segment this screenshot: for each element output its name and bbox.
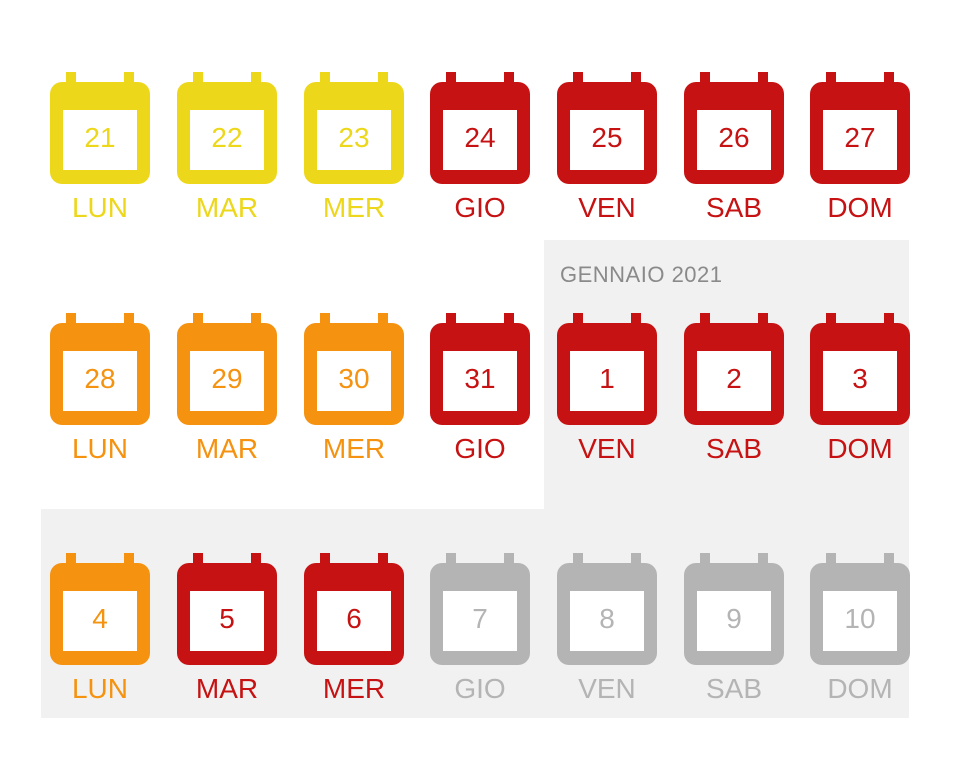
- calendar-icon: [430, 313, 530, 425]
- calendar-day: 8 VEN: [557, 553, 657, 704]
- day-number: 5: [219, 603, 235, 634]
- weekday-label: MAR: [195, 433, 259, 464]
- day-number: 27: [844, 122, 876, 153]
- calendar-day: 7 GIO: [430, 553, 530, 704]
- calendar-day: 21 LUN: [50, 72, 150, 223]
- weekday-label: DOM: [827, 192, 893, 223]
- calendar-icon: [557, 313, 657, 425]
- calendar-day: 5 MAR: [177, 553, 277, 704]
- calendar-icon: [810, 313, 910, 425]
- calendar-icon: [50, 313, 150, 425]
- calendar-day: 22 MAR: [177, 72, 277, 223]
- weekday-label: LUN: [71, 433, 128, 464]
- calendar-day: 23 MER: [304, 72, 404, 223]
- calendar-day: 10 DOM: [810, 553, 910, 704]
- weekday-label: LUN: [71, 192, 128, 223]
- day-number: 29: [211, 363, 243, 394]
- weekday-label: MAR: [195, 673, 259, 704]
- calendar-day: 3 DOM: [810, 313, 910, 464]
- day-number: 7: [472, 603, 488, 634]
- calendar-day: 27 DOM: [810, 72, 910, 223]
- calendar-day: 28 LUN: [50, 313, 150, 464]
- month-label: GENNAIO 2021: [560, 262, 723, 287]
- day-number: 26: [718, 122, 750, 153]
- calendar-day: 26 SAB: [684, 72, 784, 223]
- day-number: 24: [464, 122, 496, 153]
- calendar-day: 4 LUN: [50, 553, 150, 704]
- calendar-day: 25 VEN: [557, 72, 657, 223]
- calendar-icon: [430, 72, 530, 184]
- weekday-label: GIO: [454, 433, 506, 464]
- day-number: 6: [346, 603, 362, 634]
- calendar-day: 31 GIO: [430, 313, 530, 464]
- calendar-icon: [684, 72, 784, 184]
- weekday-label: DOM: [827, 433, 893, 464]
- weekday-label: MER: [322, 433, 386, 464]
- day-number: 21: [84, 122, 116, 153]
- day-number: 31: [464, 363, 496, 394]
- weekday-label: MAR: [195, 192, 259, 223]
- calendar-icon: [177, 313, 277, 425]
- weekday-label: GIO: [454, 192, 506, 223]
- day-number: 4: [92, 603, 108, 634]
- calendar-icon: [177, 553, 277, 665]
- weekday-label: VEN: [578, 433, 636, 464]
- calendar-icon: [684, 553, 784, 665]
- calendar-day: 30 MER: [304, 313, 404, 464]
- weekday-label: VEN: [578, 192, 636, 223]
- weekday-label: MER: [322, 192, 386, 223]
- weekday-label: GIO: [454, 673, 506, 704]
- day-number: 28: [84, 363, 116, 394]
- calendar-day: 9 SAB: [684, 553, 784, 704]
- weekday-label: SAB: [705, 673, 763, 704]
- calendar-icon: [557, 553, 657, 665]
- day-number: 2: [726, 363, 742, 394]
- calendar-icon: [810, 72, 910, 184]
- weekday-label: VEN: [578, 673, 636, 704]
- day-number: 10: [844, 603, 876, 634]
- calendar-icon: [684, 313, 784, 425]
- day-number: 8: [599, 603, 615, 634]
- calendar-day: 24 GIO: [430, 72, 530, 223]
- weekday-label: MER: [322, 673, 386, 704]
- weekday-label: LUN: [71, 673, 128, 704]
- calendar-icon: [177, 72, 277, 184]
- weekday-label: SAB: [705, 192, 763, 223]
- weekday-label: DOM: [827, 673, 893, 704]
- day-number: 3: [852, 363, 868, 394]
- weekday-label: SAB: [705, 433, 763, 464]
- day-number: 30: [338, 363, 370, 394]
- calendar-icon: [304, 313, 404, 425]
- calendar-icon: [50, 553, 150, 665]
- calendar-icon: [50, 72, 150, 184]
- calendar-icon: [304, 553, 404, 665]
- calendar-day: 2 SAB: [684, 313, 784, 464]
- calendar-icon: [810, 553, 910, 665]
- calendar-icon: [557, 72, 657, 184]
- day-number: 1: [599, 363, 615, 394]
- day-number: 25: [591, 122, 623, 153]
- calendar-day: 29 MAR: [177, 313, 277, 464]
- calendar-day: 1 VEN: [557, 313, 657, 464]
- day-number: 23: [338, 122, 370, 153]
- day-number: 22: [211, 122, 243, 153]
- calendar-icon: [430, 553, 530, 665]
- day-number: 9: [726, 603, 742, 634]
- calendar-day: 6 MER: [304, 553, 404, 704]
- calendar-icon: [304, 72, 404, 184]
